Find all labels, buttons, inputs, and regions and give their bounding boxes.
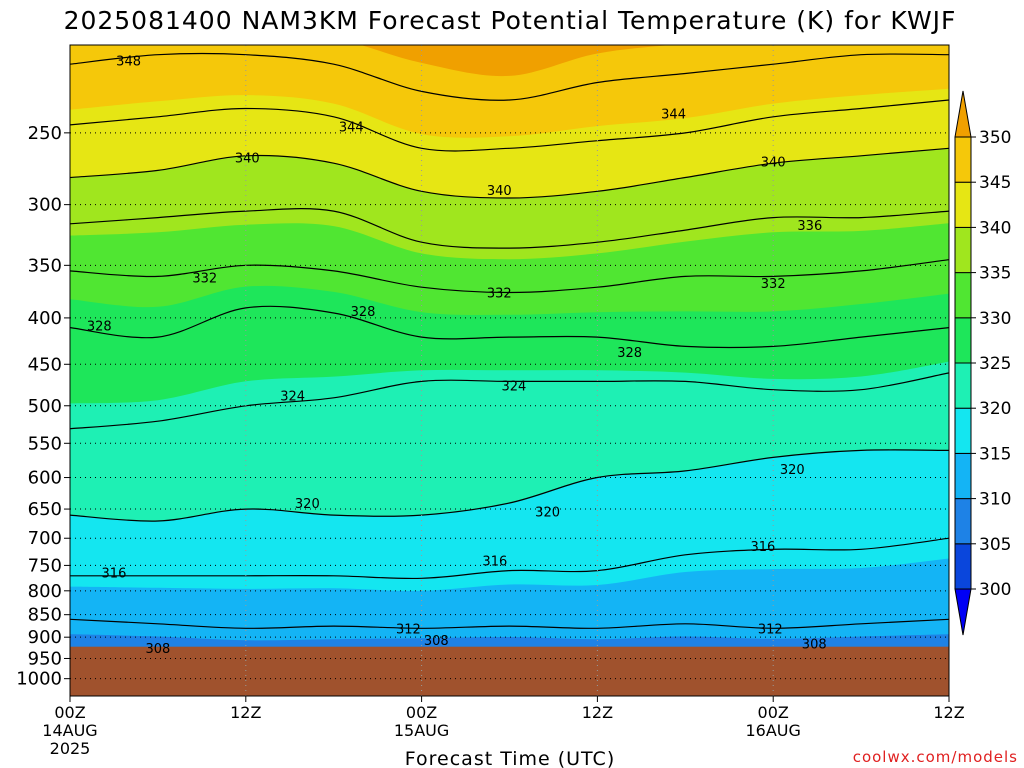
y-tick-label: 700	[28, 528, 62, 549]
x-tick-label: 00Z	[406, 703, 437, 722]
isentrope-316	[70, 537, 949, 580]
contour-label: 340	[487, 184, 512, 199]
isentrope-320	[70, 449, 949, 522]
y-tick-label: 750	[28, 555, 62, 576]
chart-title: 2025081400 NAM3KM Forecast Potential Tem…	[64, 6, 957, 35]
contour-label: 336	[797, 219, 822, 234]
y-axis: 2503003504004505005506006507007508008509…	[16, 123, 70, 690]
contour-labels: 348 344 344 340 340 340 336 332 332 332 328 328 328 3…	[87, 54, 827, 657]
credit-text: coolwx.com/models	[853, 748, 1018, 766]
colorbar-swatch	[954, 226, 972, 274]
colorbar-swatch	[954, 272, 972, 319]
y-tick-label: 1000	[16, 669, 62, 690]
x-tick-date: 15AUG	[394, 721, 449, 740]
y-tick-label: 400	[28, 308, 62, 329]
isentrope-344	[70, 99, 949, 152]
y-tick-label: 600	[28, 468, 62, 489]
colorbar-label: 300	[979, 580, 1011, 600]
y-tick-label: 550	[28, 433, 62, 454]
contour-label: 332	[192, 272, 217, 287]
colorbar-swatch	[954, 498, 972, 545]
colorbar-swatch	[954, 543, 972, 590]
y-tick-label: 350	[28, 255, 62, 276]
contour-label: 316	[482, 555, 507, 570]
isentrope-336	[70, 208, 949, 249]
y-tick-label: 300	[28, 195, 62, 216]
ground-mask	[70, 646, 949, 696]
colorbar-arrow-top	[954, 90, 972, 138]
contour-label: 320	[295, 497, 320, 512]
contour-label: 324	[280, 389, 305, 404]
colorbar-label: 320	[979, 399, 1011, 419]
contour-label: 344	[339, 121, 364, 136]
y-tick-label: 450	[28, 354, 62, 375]
contour-label: 332	[761, 277, 786, 292]
colorbar-label: 305	[979, 535, 1011, 555]
isentrope-332	[70, 259, 949, 294]
contour-label: 316	[102, 567, 127, 582]
isentrope-328	[70, 305, 949, 349]
colorbar-arrow-bottom	[954, 588, 972, 636]
y-tick-label: 650	[28, 499, 62, 520]
isentrope-324	[70, 372, 949, 430]
contour-label: 340	[235, 151, 260, 166]
contour-label: 328	[617, 346, 642, 361]
contour-label: 320	[780, 463, 805, 478]
colorbar-label: 340	[979, 218, 1011, 238]
colorbar-swatch	[954, 452, 972, 500]
x-axis-label: Forecast Time (UTC)	[405, 748, 615, 768]
colorbar-label: 350	[979, 128, 1011, 148]
x-tick-date: 14AUG	[42, 721, 97, 740]
band-350	[70, 45, 949, 77]
y-tick-label: 900	[28, 627, 62, 648]
y-tick-label: 950	[28, 648, 62, 669]
y-tick-label: 500	[28, 396, 62, 417]
colorbar-label: 330	[979, 309, 1011, 329]
contour-label: 328	[351, 305, 376, 320]
colorbar-label: 345	[979, 173, 1011, 193]
contour-label: 344	[661, 107, 686, 122]
contour-label: 328	[87, 320, 112, 335]
colorbar-swatch	[954, 317, 972, 364]
contour-label: 324	[501, 380, 526, 395]
y-tick-label: 800	[28, 581, 62, 602]
colorbar-swatch	[954, 362, 972, 409]
colorbar-legend: 300 305 310 315 320 325 330 335 340 345 350	[954, 90, 1011, 636]
x-tick-date: 16AUG	[745, 721, 800, 740]
colorbar-swatch	[954, 407, 972, 454]
band-345	[70, 45, 949, 138]
contour-label: 312	[758, 622, 783, 637]
x-tick-year: 2025	[50, 739, 91, 758]
isentrope-340	[70, 147, 949, 199]
colorbar-swatch	[954, 181, 972, 228]
contour-label: 332	[487, 286, 512, 301]
contour-label: 316	[751, 540, 776, 555]
isentrope-312	[70, 618, 949, 629]
plot-area	[70, 45, 949, 696]
y-tick-label: 250	[28, 123, 62, 144]
colorbar-label: 335	[979, 264, 1011, 284]
contour-label: 312	[396, 622, 421, 637]
x-tick-label: 00Z	[54, 703, 85, 722]
x-tick-label: 12Z	[582, 703, 613, 722]
colorbar-swatch	[954, 136, 972, 183]
contour-label: 308	[802, 637, 827, 652]
colorbar-label: 325	[979, 354, 1011, 374]
plot-frame	[69, 44, 950, 697]
x-tick-label: 00Z	[758, 703, 789, 722]
contour-label: 348	[116, 54, 141, 69]
contour-label: 308	[424, 634, 449, 649]
colorbar-label: 310	[979, 490, 1011, 510]
contour-label: 320	[535, 505, 560, 520]
contour-label: 340	[761, 156, 786, 171]
colorbar-label: 315	[979, 444, 1011, 464]
y-tick-label: 850	[28, 605, 62, 626]
x-tick-label: 12Z	[230, 703, 261, 722]
x-tick-label: 12Z	[933, 703, 964, 722]
contour-label: 308	[145, 642, 170, 657]
isentrope-348	[70, 52, 949, 101]
